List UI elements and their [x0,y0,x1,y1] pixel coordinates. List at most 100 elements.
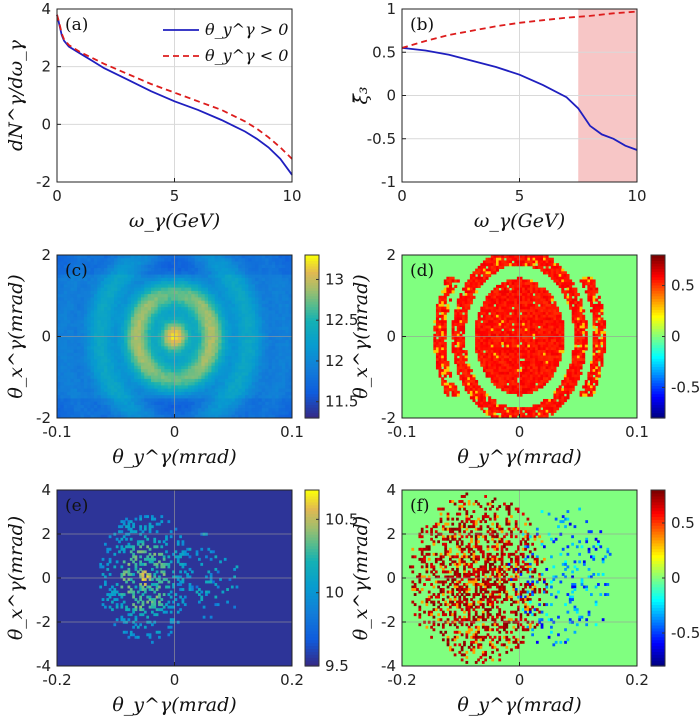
heatmap-cell [271,365,276,370]
heatmap-cell [140,323,145,328]
heatmap-cell [130,388,135,393]
heatmap-cell [288,352,292,357]
heatmap-cell [100,352,105,357]
heatmap-cell [519,284,523,288]
heatmap-cell [167,391,172,396]
heatmap-cell [67,313,71,318]
heatmap-cell [214,346,219,350]
heatmap-cell [501,341,505,346]
heatmap-cell [57,395,61,399]
heatmap-cell [251,333,256,337]
heatmap-cell [472,382,476,386]
heatmap-cell [117,391,122,396]
heatmap-cell [171,411,175,416]
heatmap-cell [211,385,216,390]
heatmap-cell [63,352,68,357]
heatmap-cell [97,326,102,331]
heatmap-cell [228,281,232,285]
heatmap-cell [184,408,189,412]
heatmap-cell [134,382,138,386]
heatmap-cell [137,274,142,279]
heatmap-cell [258,300,263,305]
heatmap-cell [194,268,199,272]
heatmap-cell [67,339,71,344]
heatmap-cell [467,303,471,308]
heatmap-cell [493,344,497,348]
heatmap-cell [177,313,182,318]
heatmap-cell [506,317,510,321]
heatmap-cell [221,300,226,305]
heatmap-cell [130,310,135,315]
heatmap-cell [443,331,447,335]
heatmap-cell [114,294,118,298]
heatmap-cell [67,395,71,399]
heatmap-cell [446,306,450,310]
heatmap-cell [522,388,526,392]
heatmap-cell [174,329,179,334]
heatmap-cell [204,404,209,409]
heatmap-cell [281,414,286,418]
heatmap-cell [498,385,502,389]
colorbar-segment [305,382,319,386]
heatmap-cell [519,407,523,411]
heatmap-cell [255,287,259,292]
heatmap-cell [245,411,249,416]
heatmap-cell [464,350,468,354]
heatmap-cell [433,333,437,337]
heatmap-cell [171,277,175,282]
heatmap-cell [100,372,105,377]
heatmap-cell [285,385,290,390]
heatmap-cell [275,258,279,262]
heatmap-cell [454,341,458,346]
heatmap-cell [201,375,206,380]
heatmap-cell [275,333,279,337]
heatmap-cell [493,255,497,259]
heatmap-cell [459,336,463,340]
heatmap-cell [77,372,81,377]
heatmap-cell [127,378,132,383]
heatmap-cell [435,331,439,335]
heatmap-cell [201,349,206,354]
heatmap-cell [451,320,455,324]
heatmap-cell [477,276,481,280]
heatmap-cell [201,369,206,373]
heatmap-cell [181,408,185,412]
heatmap-cell [63,261,68,266]
heatmap-cell [171,375,175,380]
heatmap-cell [147,271,152,275]
heatmap-cell [278,294,283,298]
heatmap-cell [194,264,199,269]
heatmap-cell [488,412,492,416]
heatmap-cell [60,369,65,373]
heatmap-cell [181,401,185,406]
heatmap-cell [456,341,460,346]
heatmap-cell [496,260,500,264]
heatmap-cell [288,294,292,298]
heatmap-cell [171,326,175,331]
heatmap-cell [251,277,256,282]
heatmap-cell [275,359,279,363]
heatmap-cell [248,313,253,318]
heatmap-cell [514,363,518,367]
heatmap-cell [218,323,222,328]
heatmap-cell [454,352,458,356]
heatmap-cell [490,412,494,416]
heatmap-cell [60,391,65,396]
heatmap-cell [208,294,212,298]
heatmap-cell [144,271,149,275]
heatmap-cell [80,388,85,393]
heatmap-cell [248,401,253,406]
heatmap-cell [171,388,175,393]
heatmap-cell [228,385,232,390]
heatmap-cell [204,303,209,308]
heatmap-cell [187,316,192,321]
heatmap-cell [174,258,179,262]
heatmap-cell [57,316,61,321]
heatmap-cell [503,404,507,408]
heatmap-cell [70,346,75,350]
heatmap-cell [516,287,520,291]
heatmap-cell [194,411,199,416]
heatmap-cell [100,261,105,266]
heatmap-cell [265,369,269,373]
